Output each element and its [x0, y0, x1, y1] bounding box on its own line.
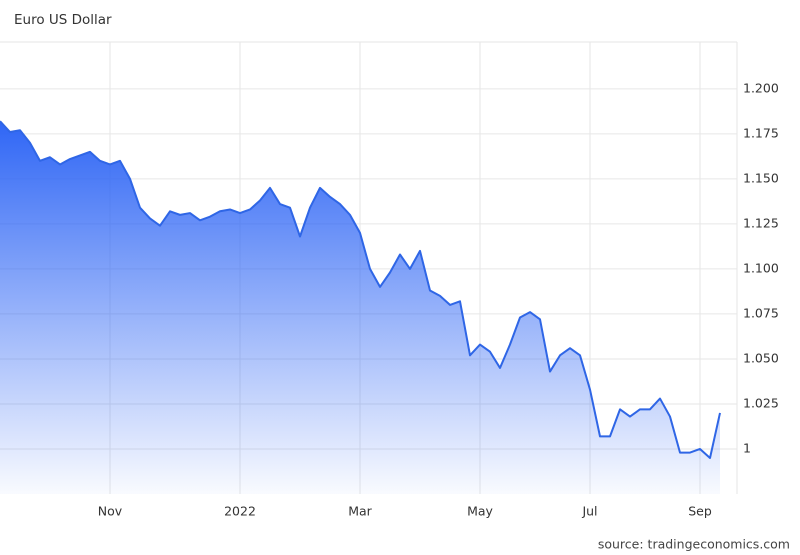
x-tick-label: Sep [688, 504, 712, 519]
y-tick-label: 1.100 [743, 260, 779, 275]
y-tick-label: 1.150 [743, 170, 779, 185]
y-tick-label: 1.125 [743, 215, 779, 230]
y-tick-label: 1.075 [743, 305, 779, 320]
x-tick-label: May [467, 504, 493, 519]
y-tick-label: 1 [743, 440, 751, 455]
y-tick-label: 1.175 [743, 125, 779, 140]
chart-title: Euro US Dollar [14, 12, 112, 28]
y-tick-label: 1.025 [743, 395, 779, 410]
x-tick-label: 2022 [224, 504, 256, 519]
x-tick-label: Nov [98, 504, 123, 519]
line [0, 120, 721, 459]
area-fill [0, 121, 720, 495]
x-tick-label: Mar [348, 504, 372, 519]
x-tick-label: Jul [581, 504, 597, 519]
source: source: tradingeconomics.com [598, 537, 790, 552]
y-tick-label: 1.200 [743, 80, 779, 95]
y-tick-label: 1.050 [743, 350, 779, 365]
